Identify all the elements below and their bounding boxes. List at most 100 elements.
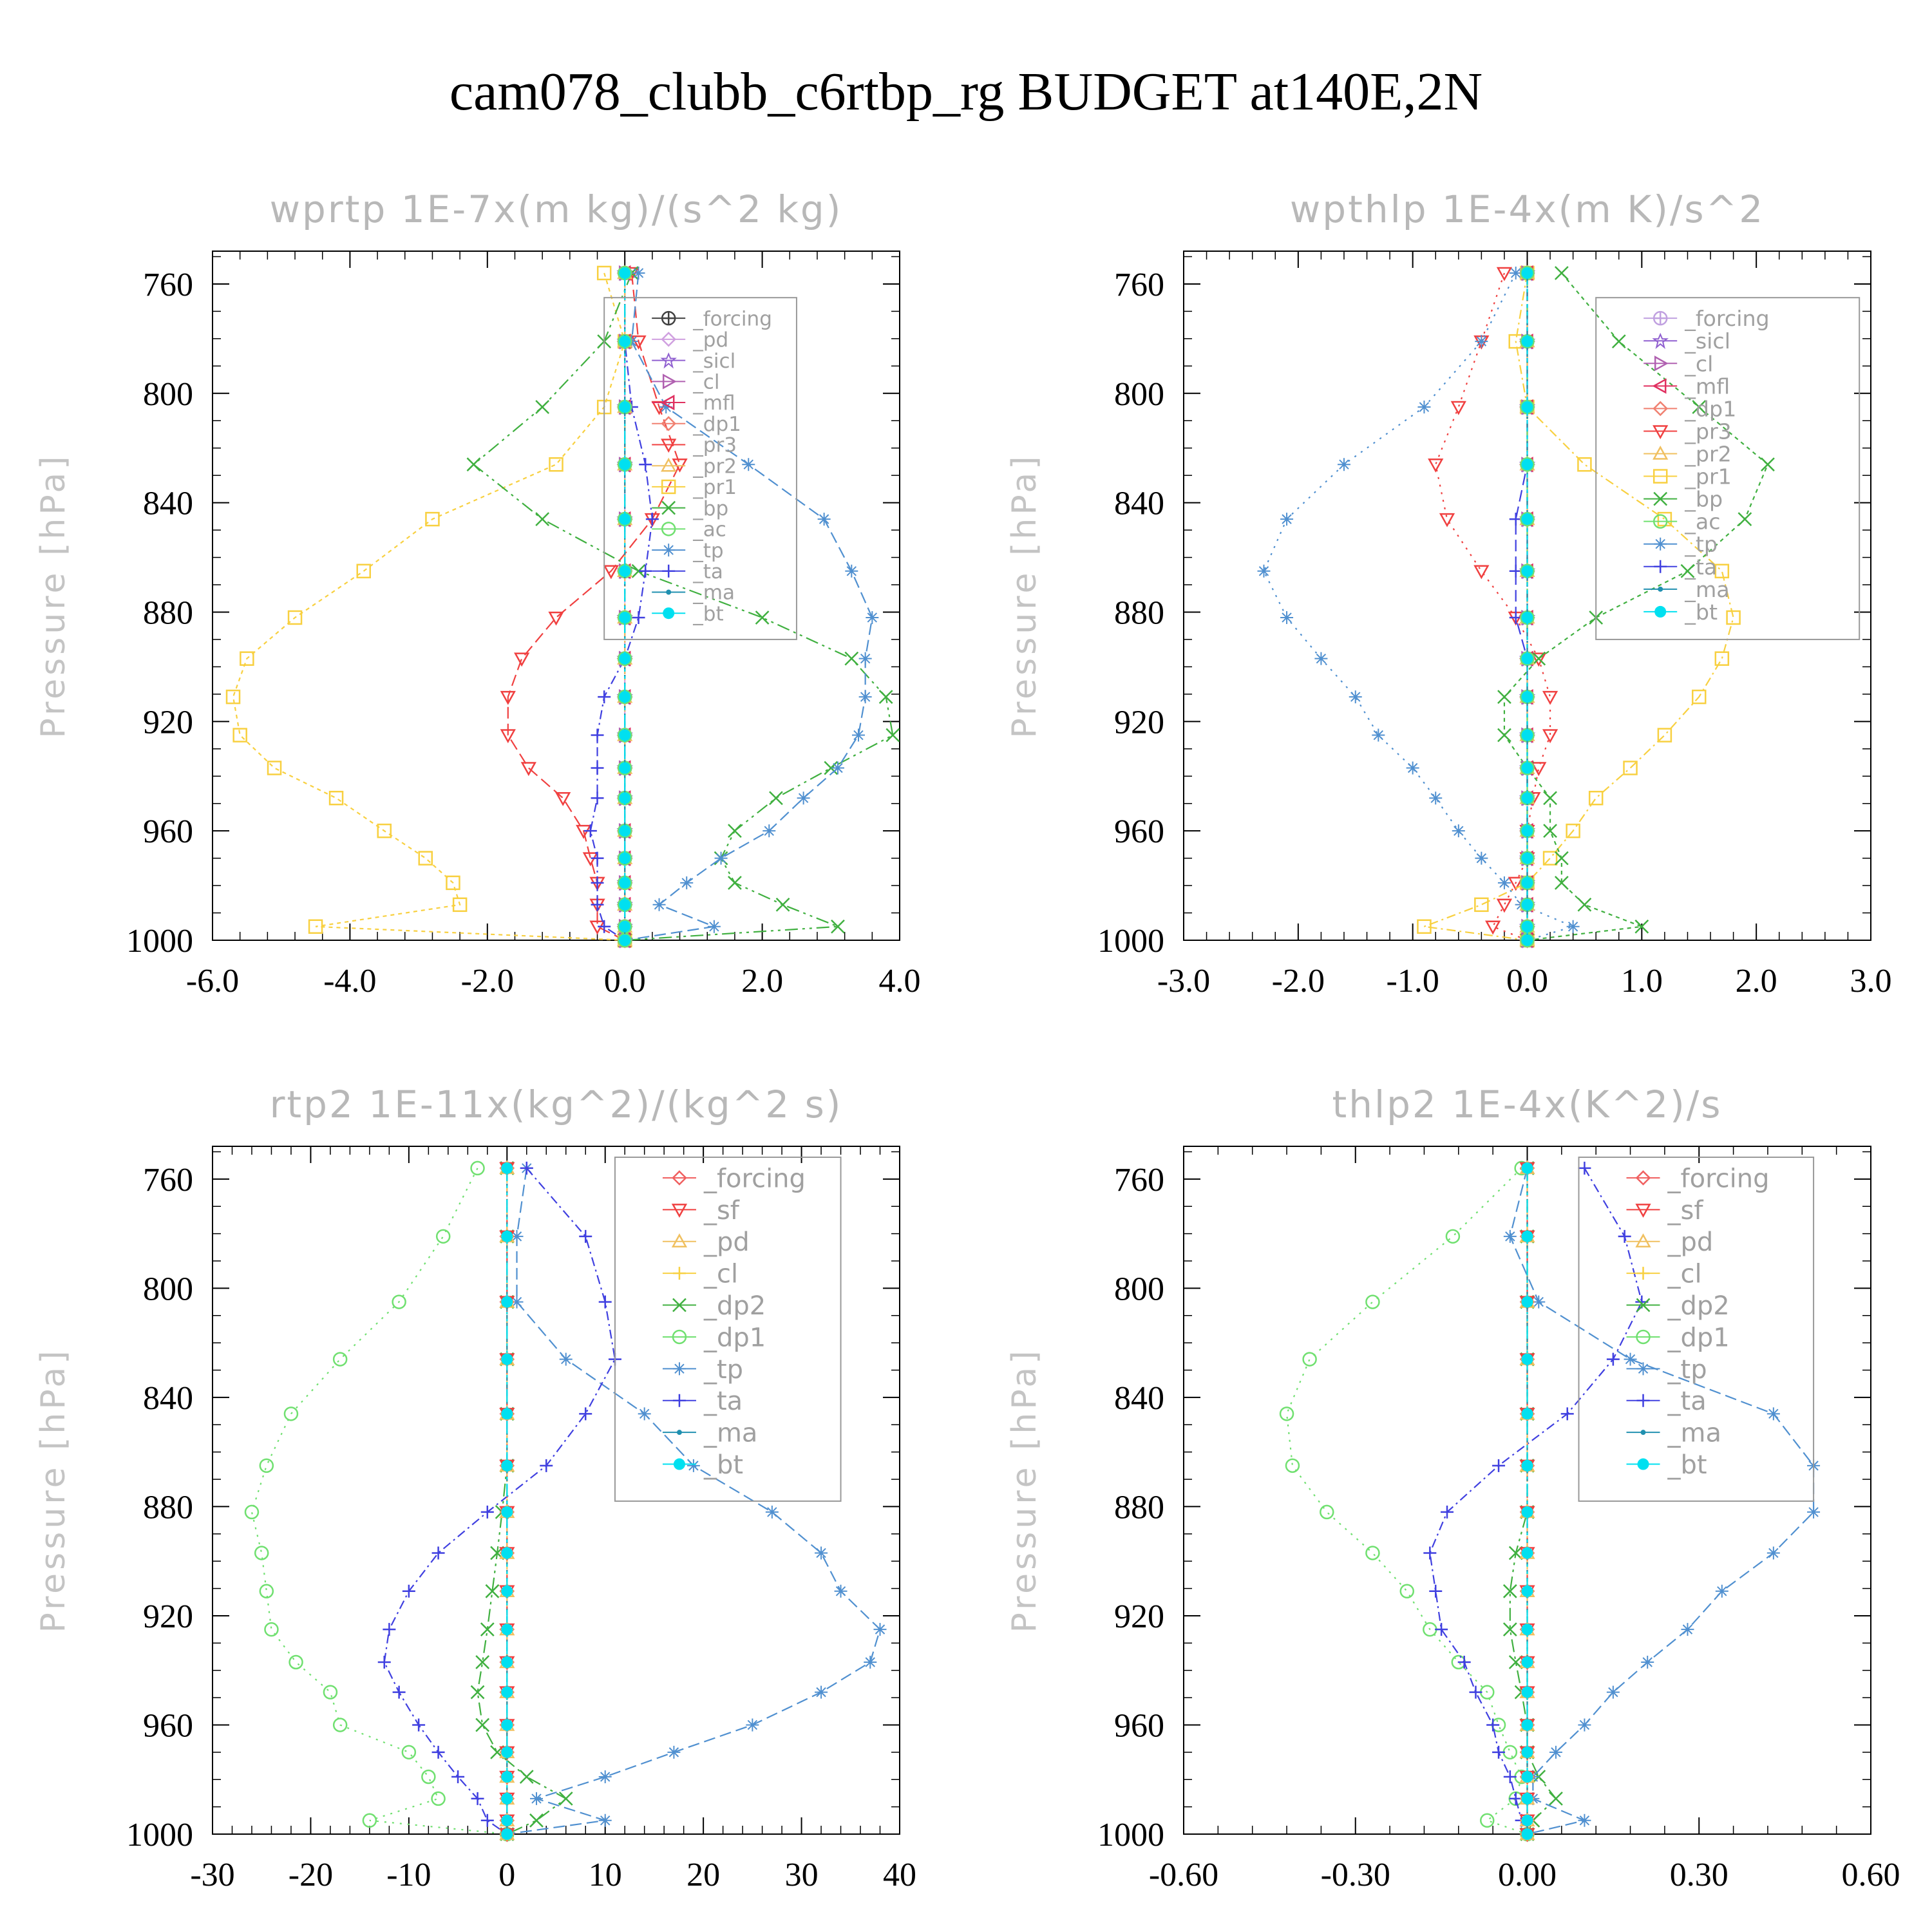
data-point <box>1521 852 1533 864</box>
data-point <box>1480 1813 1495 1828</box>
y-tick-label: 840 <box>143 486 193 522</box>
data-point <box>1399 1584 1415 1599</box>
data-point <box>530 1792 544 1805</box>
data-point <box>579 1229 592 1243</box>
x-tick-label: -30 <box>190 1857 234 1893</box>
legend-label: _ma <box>1684 577 1730 602</box>
data-point <box>831 919 845 934</box>
y-tick-label: 960 <box>1114 1707 1164 1744</box>
legend-label: _cl <box>692 371 719 394</box>
data-point <box>617 933 632 948</box>
data-point <box>1654 605 1667 618</box>
data-point <box>475 1718 490 1732</box>
series-tp <box>618 266 879 947</box>
data-point <box>1637 1458 1649 1470</box>
data-point <box>755 611 770 625</box>
legend-label: _mfl <box>1684 374 1730 399</box>
legend-label: _ta <box>1667 1387 1707 1416</box>
data-point <box>671 1204 688 1218</box>
data-point <box>1365 1546 1380 1560</box>
data-point <box>1654 560 1667 573</box>
data-point <box>1652 378 1667 394</box>
x-tick-label: -20 <box>289 1857 333 1893</box>
data-point <box>672 1298 687 1312</box>
series-dp1 <box>244 1160 515 1842</box>
series-ta <box>583 266 659 947</box>
data-point <box>287 610 303 625</box>
data-point <box>619 336 631 348</box>
data-point <box>1554 851 1569 866</box>
data-point <box>501 1686 513 1698</box>
legend-label: _dp1 <box>703 1323 766 1352</box>
data-point <box>1543 824 1557 838</box>
legend-label: _sicl <box>1684 328 1730 354</box>
data-point <box>632 266 645 279</box>
x-tick-label: 2.0 <box>1736 963 1777 999</box>
series-line <box>477 1168 567 1835</box>
legend-label: _ta <box>692 560 723 583</box>
data-point <box>672 1170 687 1186</box>
data-point <box>1636 1329 1651 1345</box>
data-point <box>672 1394 686 1407</box>
data-point <box>591 728 604 742</box>
data-point <box>1542 690 1558 705</box>
data-point <box>619 401 631 413</box>
data-point <box>421 1769 436 1785</box>
data-point <box>501 1506 513 1518</box>
data-point <box>1634 919 1649 934</box>
legend-box <box>1595 297 1861 640</box>
series-tp <box>500 1161 887 1841</box>
data-point <box>1320 1504 1334 1520</box>
data-point <box>1521 1792 1533 1804</box>
data-point <box>815 1546 828 1560</box>
data-point <box>332 1718 348 1732</box>
data-point <box>1542 729 1558 744</box>
data-point <box>858 690 872 704</box>
legend-label: _dp1 <box>1684 396 1736 421</box>
data-point <box>514 652 530 667</box>
data-point <box>1521 898 1533 911</box>
legend-label: _ta <box>703 1387 743 1416</box>
data-point <box>535 512 550 526</box>
legend-label: _bp <box>692 497 728 520</box>
data-point <box>500 690 516 705</box>
data-point <box>470 1685 485 1700</box>
data-point <box>652 898 666 911</box>
x-tick-label: 10 <box>589 1857 622 1893</box>
data-point <box>535 400 550 414</box>
y-tick-label: 880 <box>1114 594 1164 631</box>
data-point <box>1692 400 1707 414</box>
plot-frame <box>212 1146 900 1835</box>
data-point <box>1680 564 1695 578</box>
series-line <box>1429 1168 1643 1835</box>
y-tick-label: 920 <box>143 1598 193 1635</box>
data-point <box>548 611 564 626</box>
data-point <box>672 1267 686 1280</box>
data-point <box>596 265 612 281</box>
data-point <box>619 792 631 804</box>
x-tick-label: -2.0 <box>1272 963 1325 999</box>
data-point <box>1520 851 1535 866</box>
series-tp <box>1257 266 1580 947</box>
data-point <box>559 1352 573 1366</box>
data-point <box>1521 401 1533 413</box>
data-point <box>267 761 282 775</box>
x-tick-label: 0.30 <box>1670 1857 1728 1893</box>
series-line <box>507 1168 881 1835</box>
x-tick-label: -3.0 <box>1157 963 1210 999</box>
data-point <box>619 920 631 933</box>
data-point <box>619 762 631 774</box>
data-point <box>1521 1162 1533 1174</box>
legend-box <box>1578 1156 1815 1502</box>
data-point <box>1521 1585 1533 1597</box>
data-point <box>1636 1267 1650 1280</box>
legend-label: _cl <box>1667 1260 1702 1289</box>
data-point <box>619 825 631 837</box>
panel-title: wpthlp 1E-4x(m K)/s^2 <box>1290 187 1765 231</box>
data-point <box>1417 401 1431 414</box>
data-point <box>1521 1656 1533 1668</box>
y-axis-label: Pressure [hPa] <box>34 453 73 739</box>
data-point <box>392 1294 406 1309</box>
panel-title: thlp2 1E-4x(K^2)/s <box>1332 1083 1722 1126</box>
data-point <box>1636 1362 1650 1376</box>
